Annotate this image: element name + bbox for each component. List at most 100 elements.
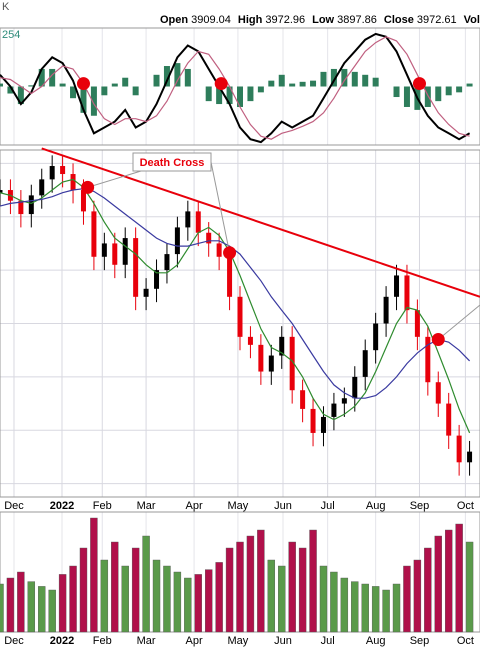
x-tick-label: Mar	[137, 635, 156, 647]
candle-body	[70, 174, 76, 191]
candle-body	[122, 238, 128, 265]
cross-dot	[431, 333, 445, 347]
candle-body	[320, 416, 326, 433]
candle-body	[446, 403, 452, 436]
volume-bar	[361, 583, 369, 633]
volume-bar	[424, 547, 432, 633]
candle-body	[101, 243, 107, 257]
candle-body	[91, 211, 97, 257]
x-tick-label: Apr	[186, 500, 203, 512]
histogram-bar	[0, 83, 3, 87]
volume-bar	[257, 529, 265, 633]
volume-bar	[121, 565, 129, 633]
volume-bar	[330, 571, 338, 633]
candle-body	[185, 211, 191, 228]
candle-body	[435, 382, 441, 404]
candle-body	[394, 275, 400, 297]
x-tick-label: 2022	[50, 635, 74, 647]
histogram-bar	[424, 86, 431, 107]
x-tick-label: Aug	[366, 635, 386, 647]
histogram-bar	[372, 77, 379, 87]
volume-bar	[163, 565, 171, 633]
volume-bar	[236, 541, 244, 633]
histogram-bar	[362, 74, 369, 87]
cross-dot	[76, 77, 90, 91]
x-tick-label: Sep	[410, 500, 430, 512]
x-tick-label: Oct	[457, 500, 474, 512]
histogram-bar	[7, 86, 14, 94]
header-value: 3972.96	[265, 14, 305, 26]
candle-body	[0, 190, 3, 193]
candle-body	[143, 288, 149, 297]
volume-bar	[204, 569, 213, 633]
histogram-bar	[122, 77, 129, 87]
header-value: 3897.86	[337, 14, 377, 26]
histogram-bar	[226, 86, 233, 105]
volume-bar	[444, 529, 453, 633]
histogram-bar	[257, 86, 264, 93]
macd-line	[0, 32, 471, 144]
volume-bar	[17, 571, 25, 633]
volume-bar	[79, 547, 88, 633]
x-tick-label: Dec	[4, 500, 24, 512]
histogram-bar	[330, 68, 337, 87]
candle-body	[28, 195, 34, 215]
histogram-bar	[445, 86, 452, 96]
trend-line	[41, 147, 480, 298]
volume-bar	[413, 559, 422, 633]
histogram-bar	[466, 83, 473, 87]
candle-body	[467, 451, 473, 463]
histogram-bar	[403, 86, 410, 107]
histogram-bar	[38, 68, 45, 87]
annotation: Death Cross	[140, 157, 205, 169]
volume-bar	[351, 581, 359, 633]
candle-body	[456, 435, 462, 463]
x-tick-label: Apr	[186, 635, 203, 647]
volume-bar	[246, 535, 255, 633]
candle-body	[227, 256, 233, 297]
x-tick-label: Jun	[274, 635, 292, 647]
volume-bar	[465, 541, 474, 633]
cross-dot	[223, 246, 237, 260]
volume-bar	[298, 547, 307, 633]
histogram-bar	[216, 86, 223, 105]
histogram-bar	[17, 86, 24, 105]
histogram-bar	[268, 80, 275, 87]
x-tick-label: Jun	[274, 500, 292, 512]
indicator-label: 254	[2, 29, 20, 41]
leader-line	[87, 170, 142, 188]
volume-bar	[340, 577, 349, 633]
histogram-bar	[101, 86, 108, 96]
header-label: High	[238, 14, 263, 26]
histogram-bar	[49, 68, 56, 87]
volume-bar	[100, 559, 109, 633]
candle-body	[112, 243, 118, 265]
header-label: Close	[384, 14, 414, 26]
panel-frame	[0, 149, 480, 498]
x-tick-label: Jul	[321, 635, 335, 647]
candle-body	[414, 310, 420, 337]
volume-bar	[69, 565, 77, 633]
candle-body	[49, 166, 55, 180]
candle-body	[206, 232, 212, 244]
volume-bar	[371, 586, 380, 633]
histogram-bar	[320, 71, 327, 87]
candle-body	[164, 254, 170, 271]
volume-bar	[27, 581, 36, 633]
candle-body	[237, 296, 243, 337]
volume-bar	[194, 574, 202, 633]
histogram-bar	[310, 80, 317, 87]
volume-bar	[215, 562, 223, 633]
candle-body	[425, 336, 431, 383]
histogram-bar	[278, 74, 285, 87]
volume-bar	[152, 559, 161, 633]
macd-line	[0, 36, 470, 140]
header-label: Open	[160, 14, 188, 26]
histogram-bar	[163, 66, 170, 87]
volume-bar	[319, 565, 328, 633]
volume-bar	[184, 577, 192, 633]
candle-body	[80, 190, 86, 212]
candle-body	[39, 179, 45, 196]
moving-average	[0, 178, 471, 434]
candle-body	[60, 166, 66, 175]
